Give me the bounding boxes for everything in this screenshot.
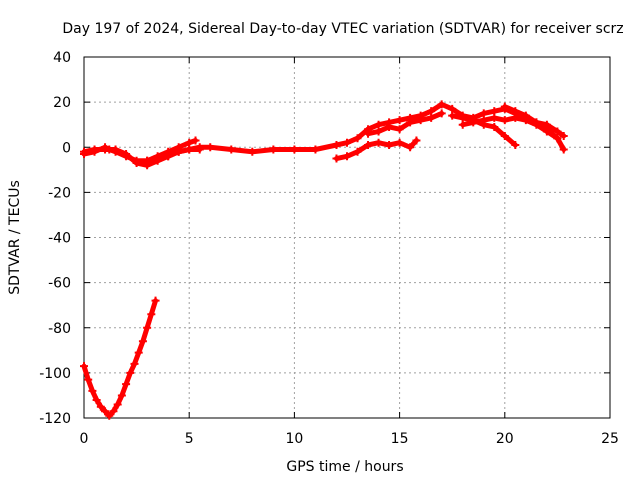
chart-title: Day 197 of 2024, Sidereal Day-to-day VTE… bbox=[62, 21, 623, 37]
data-points bbox=[80, 100, 568, 420]
y-tick-label: -100 bbox=[39, 366, 71, 382]
data-point bbox=[437, 109, 446, 118]
x-tick-label: 15 bbox=[391, 431, 409, 447]
axis-ticks bbox=[83, 56, 611, 419]
series-alternate-arc-d bbox=[364, 109, 446, 138]
data-point bbox=[151, 296, 160, 305]
y-tick-label: 0 bbox=[62, 140, 71, 156]
x-tick-label: 10 bbox=[285, 431, 303, 447]
y-tick-labels: -120 -100 -80 -60 -40 -20 0 20 40 bbox=[39, 50, 71, 427]
data-point bbox=[195, 145, 204, 154]
y-tick-label: 20 bbox=[53, 95, 71, 111]
x-axis-label: GPS time / hours bbox=[286, 459, 403, 475]
series-segment bbox=[502, 133, 518, 148]
series-low-arc bbox=[80, 296, 160, 420]
x-tick-label: 20 bbox=[496, 431, 514, 447]
series-alternate-arc-g bbox=[500, 102, 562, 143]
series-segment bbox=[407, 137, 419, 150]
y-axis-label: SDTVAR / TECUs bbox=[7, 180, 23, 295]
series-alternate-arc-c bbox=[332, 136, 421, 163]
data-point bbox=[559, 131, 568, 140]
data-point bbox=[412, 136, 421, 145]
x-tick-label: 0 bbox=[80, 431, 89, 447]
y-tick-label: 40 bbox=[53, 50, 71, 66]
series-alternate-arc-a bbox=[80, 145, 204, 170]
data-point bbox=[553, 134, 562, 143]
data-point bbox=[559, 145, 568, 154]
x-tick-labels: 0 5 10 15 20 25 bbox=[80, 431, 619, 447]
y-tick-label: -120 bbox=[39, 411, 71, 427]
x-tick-label: 5 bbox=[185, 431, 194, 447]
y-tick-label: -20 bbox=[48, 185, 71, 201]
plot-frame bbox=[83, 56, 611, 419]
series-alternate-arc-b bbox=[143, 136, 200, 165]
series-main-arc bbox=[80, 100, 568, 165]
y-tick-label: -40 bbox=[48, 231, 71, 247]
data-point bbox=[511, 140, 520, 149]
series-segment bbox=[544, 126, 560, 141]
grid-lines bbox=[84, 57, 610, 418]
y-tick-label: -80 bbox=[48, 321, 71, 337]
y-tick-label: -60 bbox=[48, 276, 71, 292]
x-tick-label: 25 bbox=[601, 431, 619, 447]
data-point bbox=[191, 136, 200, 145]
